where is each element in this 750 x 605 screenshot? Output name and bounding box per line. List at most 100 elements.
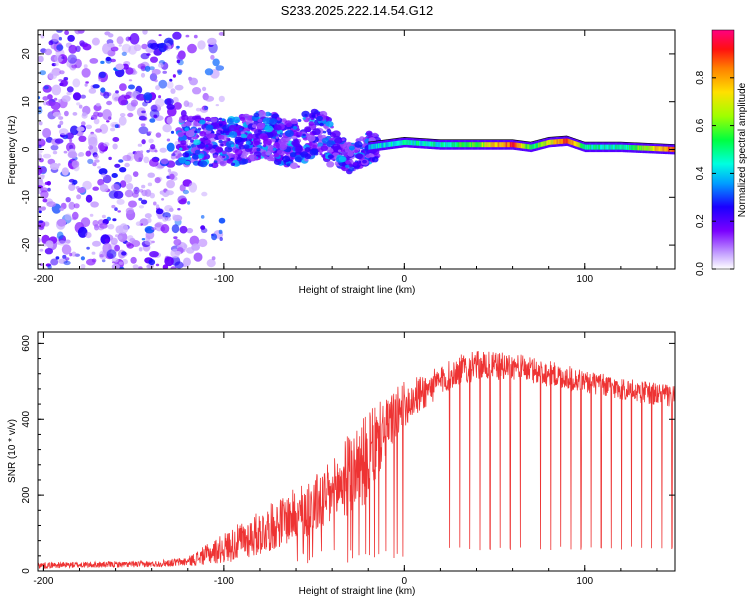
spectrogram-speckle [69, 252, 73, 257]
ridge-core [417, 140, 419, 146]
spectrogram-y-axis-label: Frequency (Hz) [7, 116, 18, 185]
spectrogram-speckle [56, 231, 64, 240]
ridge-core [404, 139, 406, 145]
ridge-core [499, 142, 501, 148]
spectrogram-blob [221, 118, 225, 121]
spectrogram-blob [327, 154, 334, 160]
colorbar: 0.0 0.2 0.4 0.6 0.8 Normalized spectral ampl… [695, 29, 748, 276]
spectrogram-speckle [110, 127, 116, 132]
spectrogram-blob [228, 124, 237, 132]
ridge-core [379, 143, 381, 149]
colorbar-tick-label: 0.4 [695, 166, 706, 180]
spectrogram-speckle [115, 63, 125, 71]
spectrogram-speckle [113, 190, 124, 199]
spectrogram-blob [192, 115, 198, 120]
snr-x-tick-label: 100 [576, 576, 593, 587]
spectrogram-speckle [150, 56, 158, 63]
ridge-core [557, 139, 559, 145]
ridge-core [658, 146, 660, 152]
ridge-core [419, 140, 421, 146]
ridge-core [421, 141, 423, 146]
ridge-core [538, 142, 540, 148]
spectrogram-speckle [88, 88, 97, 94]
ridge-core [649, 145, 651, 151]
snr-series-line [38, 351, 675, 570]
spectrogram-blob [210, 117, 218, 123]
spectrogram-speckle [134, 190, 138, 192]
ridge-core [541, 141, 543, 147]
spectrogram-speckle [38, 96, 41, 100]
spectrogram-speckle [66, 91, 72, 96]
spectrogram-speckle [143, 156, 150, 164]
spectrogram-speckle [177, 70, 182, 75]
spectrogram-blob [215, 146, 223, 153]
spectrogram-speckle [132, 264, 139, 269]
spectrogram-speckle [137, 63, 146, 69]
spectrogram-speckle [76, 126, 85, 132]
spectrogram-y-tick-label: 10 [21, 96, 32, 108]
spectrogram-speckle [144, 239, 153, 246]
spectrogram-speckle [167, 168, 172, 173]
ridge-core [544, 140, 546, 146]
spectrogram-speckle [124, 162, 130, 168]
ridge-core [632, 145, 634, 151]
spectrogram-speckle [218, 95, 225, 103]
spectrogram-speckle [202, 86, 207, 92]
spectrogram-speckle [83, 64, 88, 69]
spectrogram-plot-area [38, 30, 675, 269]
ridge-core [648, 145, 650, 151]
spectrogram-speckle [38, 153, 43, 159]
ridge-core [412, 140, 414, 146]
spectrogram-blob [264, 125, 274, 133]
ridge-core [643, 145, 645, 151]
spectrogram-blob [281, 118, 287, 123]
spectrogram-speckle [87, 158, 94, 164]
spectrogram-speckle [158, 34, 162, 37]
spectrogram-speckle [162, 124, 172, 133]
ridge-core [506, 142, 509, 148]
spectrogram-speckle [91, 258, 97, 263]
spectrogram-speckle [154, 177, 161, 184]
spectrogram-blob [235, 144, 239, 147]
ridge-core [655, 146, 657, 152]
ridge-core [540, 142, 542, 147]
ridge-core [606, 144, 608, 150]
ridge-core [603, 144, 605, 150]
ridge-core [425, 141, 427, 147]
spectrogram-speckle [149, 251, 159, 258]
ridge-core [415, 140, 418, 146]
spectrogram-blob [262, 117, 271, 125]
spectrogram-speckle [211, 233, 218, 241]
spectrogram-speckle [108, 156, 112, 161]
spectrogram-blob [316, 115, 323, 122]
ridge-core [435, 141, 437, 147]
spectrogram-blob [357, 160, 362, 164]
spectrogram-blob [185, 121, 192, 127]
ridge-core [497, 142, 499, 148]
spectrogram-blob [317, 134, 323, 139]
spectrogram-speckle [86, 246, 90, 250]
ridge-core [507, 142, 510, 148]
spectrogram-speckle [119, 223, 129, 234]
spectrogram-speckle [67, 34, 75, 42]
spectrogram-speckle [65, 257, 70, 261]
spectrogram-blob [294, 156, 302, 163]
spectrogram-speckle [107, 33, 114, 38]
spectrogram-blob [276, 117, 281, 121]
ridge-core [438, 142, 440, 148]
ridge-core [457, 142, 459, 148]
ridge-core [554, 139, 556, 145]
ridge-core [444, 142, 446, 148]
spectrogram-speckle [107, 223, 115, 230]
spectrogram-speckle [151, 227, 157, 231]
spectrogram-blob [226, 158, 233, 164]
ridge-core [617, 144, 619, 150]
spectrogram-speckle [72, 179, 78, 185]
spectrogram-speckle [68, 44, 77, 54]
spectrogram-speckle [176, 45, 180, 49]
spectrogram-speckle [45, 136, 53, 143]
spectrogram-speckle [155, 204, 160, 209]
ridge-core [589, 144, 591, 150]
spectrogram-speckle [121, 51, 127, 57]
ridge-core [597, 144, 600, 150]
